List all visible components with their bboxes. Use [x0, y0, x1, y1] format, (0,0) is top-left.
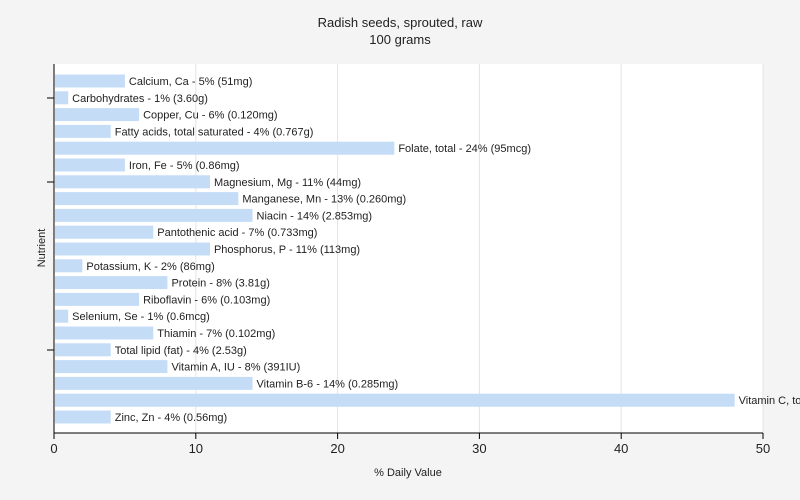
bar — [55, 192, 239, 206]
bar-label: Iron, Fe - 5% (0.86mg) — [129, 160, 240, 172]
bar-label: Folate, total - 24% (95mcg) — [398, 143, 531, 155]
bar-label: Niacin - 14% (2.853mg) — [257, 210, 373, 222]
x-axis-label: % Daily Value — [374, 467, 442, 479]
x-tick-label: 40 — [614, 441, 628, 456]
bar-label: Total lipid (fat) - 4% (2.53g) — [115, 345, 247, 357]
axes — [47, 64, 763, 434]
bar — [55, 208, 253, 222]
bar-labels: Calcium, Ca - 5% (51mg) Carbohydrates - 1… — [72, 76, 800, 424]
bar — [55, 225, 154, 239]
bar-label: Carbohydrates - 1% (3.60g) — [72, 93, 208, 105]
bar — [55, 158, 125, 172]
bar — [55, 376, 253, 390]
bar-label: Thiamin - 7% (0.102mg) — [157, 328, 275, 340]
bar-label: Protein - 8% (3.81g) — [171, 278, 269, 290]
bar-label: Manganese, Mn - 13% (0.260mg) — [242, 194, 406, 206]
bars — [55, 74, 735, 424]
x-tick-label: 50 — [756, 441, 770, 456]
y-axis-label: Nutrient — [36, 229, 48, 268]
bar — [55, 91, 69, 105]
bar — [55, 343, 111, 357]
bar-label: Calcium, Ca - 5% (51mg) — [129, 76, 252, 88]
bar — [55, 276, 168, 290]
bar — [55, 393, 735, 407]
bar-label: Magnesium, Mg - 11% (44mg) — [214, 177, 361, 189]
bar — [55, 259, 83, 273]
bar — [55, 74, 125, 88]
bar — [55, 292, 140, 306]
bar — [55, 124, 111, 138]
bar-label: Pantothenic acid - 7% (0.733mg) — [157, 227, 317, 239]
x-tick-label: 0 — [50, 441, 57, 456]
chart-subtitle: 100 grams — [369, 32, 431, 47]
bar-label: Fatty acids, total saturated - 4% (0.767… — [115, 126, 314, 138]
bar-label: Copper, Cu - 6% (0.120mg) — [143, 110, 278, 122]
bar — [55, 326, 154, 340]
x-tick-label: 20 — [330, 441, 344, 456]
bar-label: Vitamin A, IU - 8% (391IU) — [171, 362, 300, 374]
chart-title: Radish seeds, sprouted, raw — [318, 15, 483, 30]
bar-label: Vitamin B-6 - 14% (0.285mg) — [257, 378, 399, 390]
bar — [55, 175, 210, 189]
bar-label: Selenium, Se - 1% (0.6mcg) — [72, 311, 210, 323]
bar-label: Potassium, K - 2% (86mg) — [86, 261, 214, 273]
bar — [55, 360, 168, 374]
x-ticks: 0 10 20 30 40 50 — [50, 433, 770, 456]
x-tick-label: 30 — [472, 441, 486, 456]
x-tick-label: 10 — [189, 441, 203, 456]
bar — [55, 141, 395, 155]
bar — [55, 242, 210, 256]
bar-label: Riboflavin - 6% (0.103mg) — [143, 294, 270, 306]
bar — [55, 108, 140, 122]
bar-label: Phosphorus, P - 11% (113mg) — [214, 244, 360, 256]
bar — [55, 410, 111, 424]
bar — [55, 309, 69, 323]
bar-label: Vitamin C, total ascorbic acid - 48% (28… — [739, 395, 800, 407]
bar-label: Zinc, Zn - 4% (0.56mg) — [115, 412, 227, 424]
